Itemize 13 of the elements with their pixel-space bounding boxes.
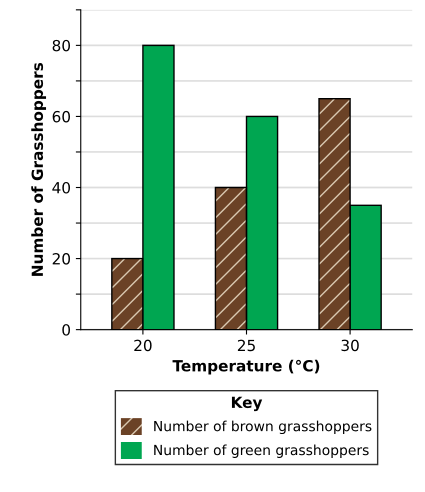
x-tick-label: 25 xyxy=(238,340,255,352)
y-axis-title: Number of Grasshoppers xyxy=(31,62,46,276)
y-tick-label: 40 xyxy=(52,182,70,194)
y-tick-label: 80 xyxy=(52,40,70,52)
legend-title: Key xyxy=(232,396,262,412)
y-tick-label: 60 xyxy=(52,110,70,122)
x-tick-label: 20 xyxy=(134,340,152,352)
y-tick-label: 20 xyxy=(52,253,70,265)
x-axis-title: Temperature (°C) xyxy=(172,360,320,374)
y-tick-label: 0 xyxy=(62,324,70,336)
x-tick-label: 30 xyxy=(342,340,359,352)
legend-label: Number of green grasshoppers xyxy=(154,444,369,458)
legend-label: Number of brown grasshoppers xyxy=(154,420,372,434)
